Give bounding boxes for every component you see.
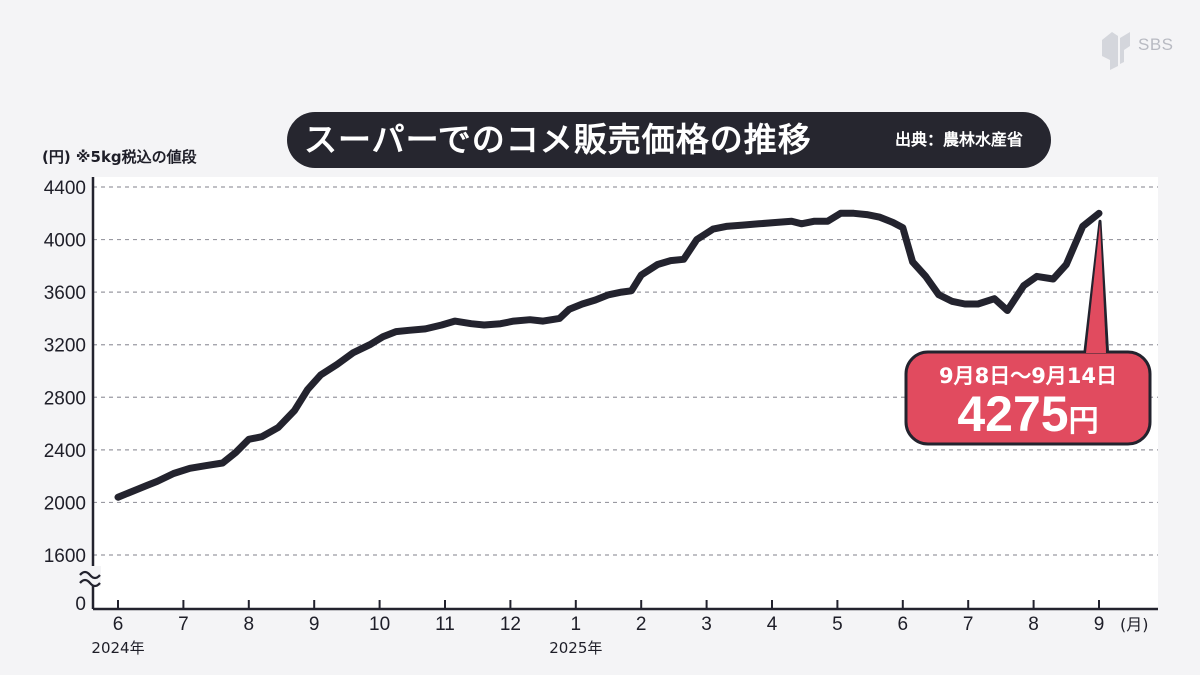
x-tick-label: 4 <box>767 614 778 635</box>
x-tick-label: 9 <box>1094 614 1105 635</box>
title-banner <box>287 112 1051 168</box>
x-tick-label: 8 <box>1028 614 1039 635</box>
callout-bubble <box>904 350 1152 446</box>
y-tick-label: 3200 <box>44 336 86 357</box>
callout-pointer-fill <box>1086 223 1106 353</box>
x-tick-label: 3 <box>701 614 712 635</box>
x-tick-label: 6 <box>898 614 909 635</box>
callout-price: 4275円 <box>918 385 1138 443</box>
brand-label: SBS <box>1138 35 1174 54</box>
y-tick-label: 2400 <box>44 441 86 462</box>
y-tick-label: 2800 <box>44 388 86 409</box>
x-tick-label: 6 <box>113 614 124 635</box>
x-tick-label: 8 <box>244 614 255 635</box>
x-tick-label: 2 <box>636 614 647 635</box>
callout-price-unit: 円 <box>1068 404 1099 439</box>
x-tick-label: 5 <box>832 614 843 635</box>
x-tick-label: 11 <box>435 614 455 635</box>
y-tick-label: 4000 <box>44 231 86 252</box>
y-tick-label: 1600 <box>44 546 86 567</box>
source-label: 出典：農林水産省 <box>895 130 1024 149</box>
y-tick-label: 3600 <box>44 283 86 304</box>
x-axis-unit-label: (月) <box>1120 615 1149 634</box>
year-label: 2025年 <box>549 639 602 657</box>
chart-title: スーパーでのコメ販売価格の推移 <box>304 120 812 159</box>
y-tick-label: 2000 <box>44 493 86 514</box>
x-tick-label: 1 <box>571 614 582 635</box>
y-tick-label-zero: 0 <box>75 594 86 615</box>
x-tick-label: 10 <box>369 614 390 635</box>
axis-break-mark <box>79 570 101 580</box>
x-tick-label: 7 <box>963 614 974 635</box>
year-label: 2024年 <box>91 639 144 657</box>
y-tick-label: 4400 <box>44 178 86 199</box>
callout-date-range: 9月8日〜9月14日 <box>938 364 1118 388</box>
x-tick-label: 12 <box>500 614 521 635</box>
price-line <box>114 209 1103 501</box>
axis-break-mark <box>79 578 101 588</box>
y-axis-unit-label: (円) ※5kg税込の値段 <box>42 148 197 166</box>
x-tick-label: 9 <box>309 614 320 635</box>
sbs-logo-icon <box>1102 32 1130 70</box>
x-tick-label: 7 <box>178 614 189 635</box>
callout-price-value: 4275 <box>957 386 1069 442</box>
